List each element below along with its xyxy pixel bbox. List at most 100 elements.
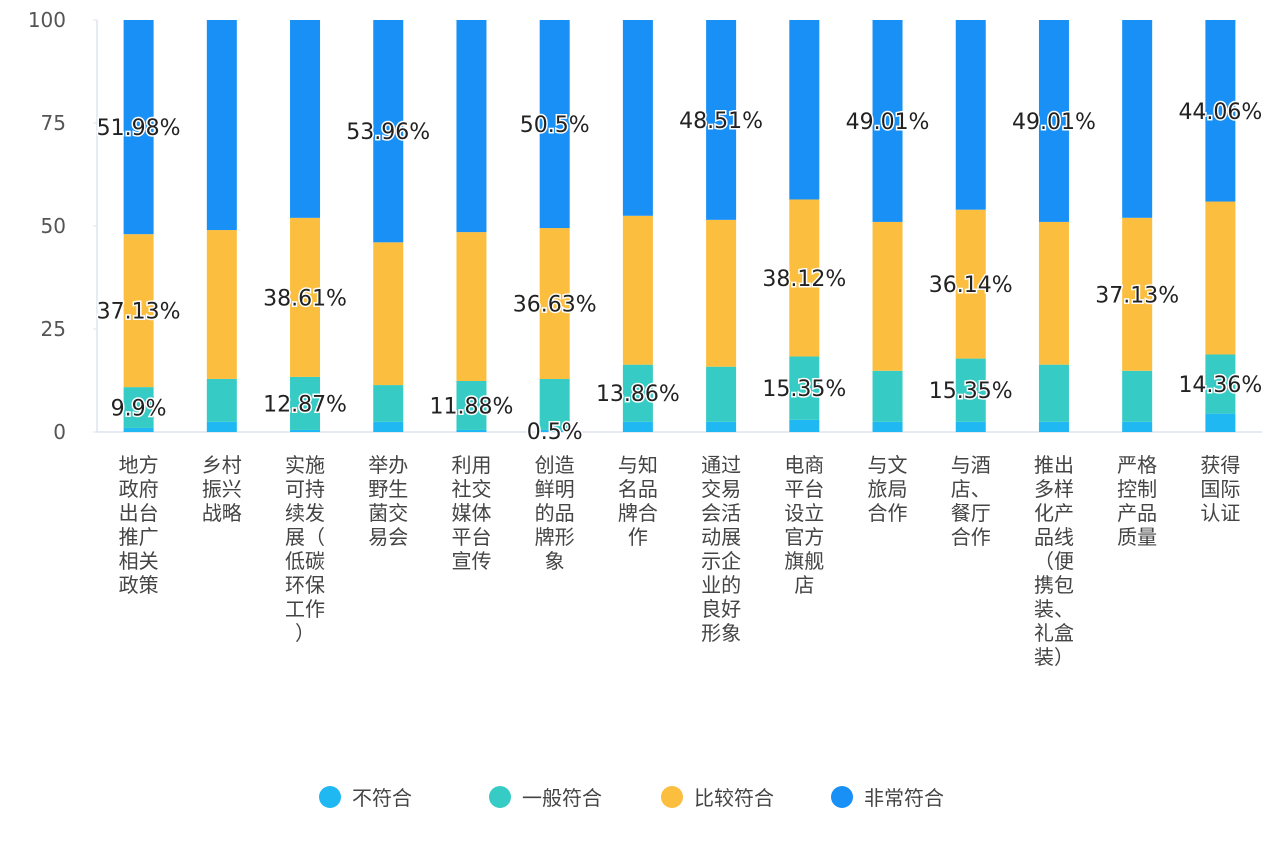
bar-segment bbox=[706, 219, 737, 367]
legend-swatch bbox=[489, 786, 511, 808]
bar-segment bbox=[622, 215, 653, 365]
bar-segment bbox=[789, 419, 820, 432]
bar-segment bbox=[539, 429, 570, 432]
bar-segment bbox=[290, 20, 321, 218]
data-label: 15.35% bbox=[929, 379, 1013, 404]
bar-segment bbox=[1122, 370, 1153, 422]
x-tick-label: 利用社交媒体平台宣传 bbox=[451, 453, 491, 573]
bar-segment bbox=[206, 421, 237, 432]
bar-segment bbox=[706, 421, 737, 432]
data-label: 38.61% bbox=[263, 286, 347, 311]
bar-segment bbox=[622, 20, 653, 216]
data-label: 49.01% bbox=[846, 110, 930, 135]
data-label: 36.63% bbox=[513, 293, 597, 318]
legend-label: 不符合 bbox=[352, 786, 412, 810]
bar-segment bbox=[290, 429, 321, 432]
data-label: 48.51% bbox=[679, 109, 763, 134]
x-tick-label: 电商平台设立官方旗舰店 bbox=[784, 453, 824, 597]
bar-segment bbox=[456, 380, 487, 430]
y-tick-label: 25 bbox=[41, 317, 66, 341]
bar-segment bbox=[206, 378, 237, 422]
x-tick-label: 创造鲜明的品牌形象 bbox=[535, 453, 575, 573]
bar-segment bbox=[1038, 221, 1069, 365]
bar-segment bbox=[456, 20, 487, 233]
data-label: 51.98% bbox=[97, 116, 181, 141]
legend-label: 非常符合 bbox=[864, 786, 944, 810]
bar-segment bbox=[539, 228, 570, 379]
bar-segment bbox=[1038, 421, 1069, 432]
bar-segment bbox=[123, 234, 154, 388]
y-tick-label: 50 bbox=[41, 214, 66, 238]
bar-segment bbox=[789, 356, 820, 420]
x-tick-label: 与知名品牌合作 bbox=[618, 453, 658, 549]
legend-swatch bbox=[319, 786, 341, 808]
bar-segment bbox=[1122, 217, 1153, 371]
bar-segment bbox=[1122, 421, 1153, 432]
bar-segment bbox=[123, 20, 154, 235]
y-tick-label: 75 bbox=[41, 111, 66, 135]
data-label: 44.06% bbox=[1178, 100, 1262, 125]
bar-segment bbox=[872, 421, 903, 432]
x-tick-label: 获得国际认证 bbox=[1200, 453, 1240, 525]
bar-segment bbox=[622, 421, 653, 432]
legend-label: 比较符合 bbox=[694, 786, 774, 810]
bar-segment bbox=[706, 366, 737, 422]
bar-segment bbox=[955, 20, 986, 210]
bar-segment bbox=[789, 20, 820, 200]
bar-segment bbox=[373, 242, 404, 386]
bar-segment bbox=[955, 209, 986, 359]
bar-segment bbox=[872, 20, 903, 222]
bar-segment bbox=[206, 20, 237, 231]
data-label: 11.88% bbox=[430, 394, 514, 419]
x-tick-label: 通过交易会活动展示企业的良好形象 bbox=[701, 453, 741, 645]
bar-segment bbox=[373, 421, 404, 432]
data-label: 49.01% bbox=[1012, 110, 1096, 135]
bar-segment bbox=[706, 20, 737, 220]
bar-segment bbox=[1122, 20, 1153, 218]
bar-segment bbox=[290, 217, 321, 377]
y-tick-label: 0 bbox=[53, 420, 66, 444]
bar-segment bbox=[872, 370, 903, 422]
bar-segment bbox=[1205, 354, 1236, 414]
bar-segment bbox=[1205, 201, 1236, 355]
data-label: 15.35% bbox=[762, 377, 846, 402]
data-label: 37.13% bbox=[97, 300, 181, 325]
bar-segment bbox=[373, 385, 404, 422]
bar-segment bbox=[1038, 364, 1069, 422]
bar-segment bbox=[290, 376, 321, 430]
legend-label: 一般符合 bbox=[522, 786, 602, 810]
bar-segment bbox=[955, 421, 986, 432]
data-label: 50.5% bbox=[520, 113, 590, 138]
data-label: 9.9% bbox=[111, 397, 167, 422]
bar-segment bbox=[622, 364, 653, 422]
bar-segment bbox=[955, 358, 986, 422]
bar-segment bbox=[456, 232, 487, 381]
data-label: 12.87% bbox=[263, 392, 347, 417]
data-label: 37.13% bbox=[1095, 283, 1179, 308]
x-tick-label: 乡村振兴战略 bbox=[202, 453, 242, 525]
legend-swatch bbox=[831, 786, 853, 808]
y-tick-label: 100 bbox=[28, 8, 66, 32]
legend-swatch bbox=[661, 786, 683, 808]
bar-segment bbox=[373, 20, 404, 243]
data-label: 0.5% bbox=[527, 420, 583, 445]
bar-segment bbox=[123, 427, 154, 432]
bar-segment bbox=[789, 199, 820, 357]
bar-segment bbox=[456, 429, 487, 432]
bar-segment bbox=[1038, 20, 1069, 222]
bar-segment bbox=[123, 387, 154, 428]
bar-segment bbox=[539, 20, 570, 229]
data-label: 13.86% bbox=[596, 382, 680, 407]
data-label: 14.36% bbox=[1178, 373, 1262, 398]
x-tick-label: 严格控制产品质量 bbox=[1117, 453, 1157, 549]
x-tick-label: 推出多样化产品线（便携包装、礼盒装） bbox=[1034, 453, 1074, 669]
bar-segment bbox=[539, 378, 570, 430]
x-tick-label: 地方政府出台推广相关政策 bbox=[119, 453, 159, 597]
x-tick-label: 与文旅局合作 bbox=[868, 453, 908, 525]
x-tick-label: 实施可持续发展（低碳环保工作） bbox=[285, 453, 325, 645]
x-tick-label: 举办野生菌交易会 bbox=[368, 453, 408, 549]
x-tick-label: 与酒店、餐厅合作 bbox=[951, 453, 991, 549]
bar-segment bbox=[1205, 20, 1236, 202]
data-label: 53.96% bbox=[346, 120, 430, 145]
